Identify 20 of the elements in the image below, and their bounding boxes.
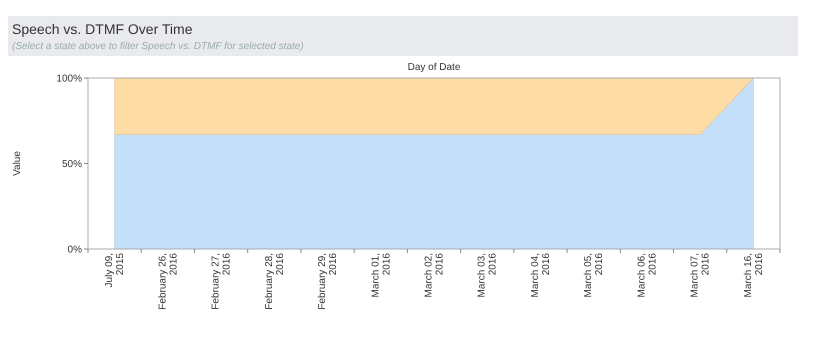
x-tick-label: February 29, 2016 (317, 252, 340, 310)
x-axis-title: Day of Date (408, 62, 461, 73)
x-tick-label: February 26, 2016 (157, 252, 180, 310)
x-tick-label: March 04, 2016 (530, 252, 552, 298)
x-tick-label: March 01, 2016 (370, 252, 392, 298)
y-tick-label: 0% (68, 244, 82, 256)
chart-title: Speech vs. DTMF Over Time (12, 21, 193, 37)
x-tick-label: February 27, 2016 (210, 252, 233, 310)
x-tick-label: July 09, 2015 (104, 252, 126, 288)
y-axis-title: Value (12, 150, 23, 176)
chart-subtitle: (Select a state above to filter Speech vs. DTMF for selected state) (12, 41, 304, 52)
x-tick-label: March 03, 2016 (476, 252, 499, 298)
x-tick-label: March 06, 2016 (636, 252, 658, 298)
x-tick-label: March 16, 2016 (742, 252, 765, 298)
y-tick-label: 50% (62, 159, 82, 170)
y-tick-label: 100% (56, 74, 82, 84)
x-tick-label: February 28, 2016 (264, 252, 286, 310)
x-tick-label: March 05, 2016 (583, 252, 606, 298)
x-tick-label: March 02, 2016 (424, 252, 446, 298)
x-tick-label: March 07, 2016 (690, 252, 712, 298)
